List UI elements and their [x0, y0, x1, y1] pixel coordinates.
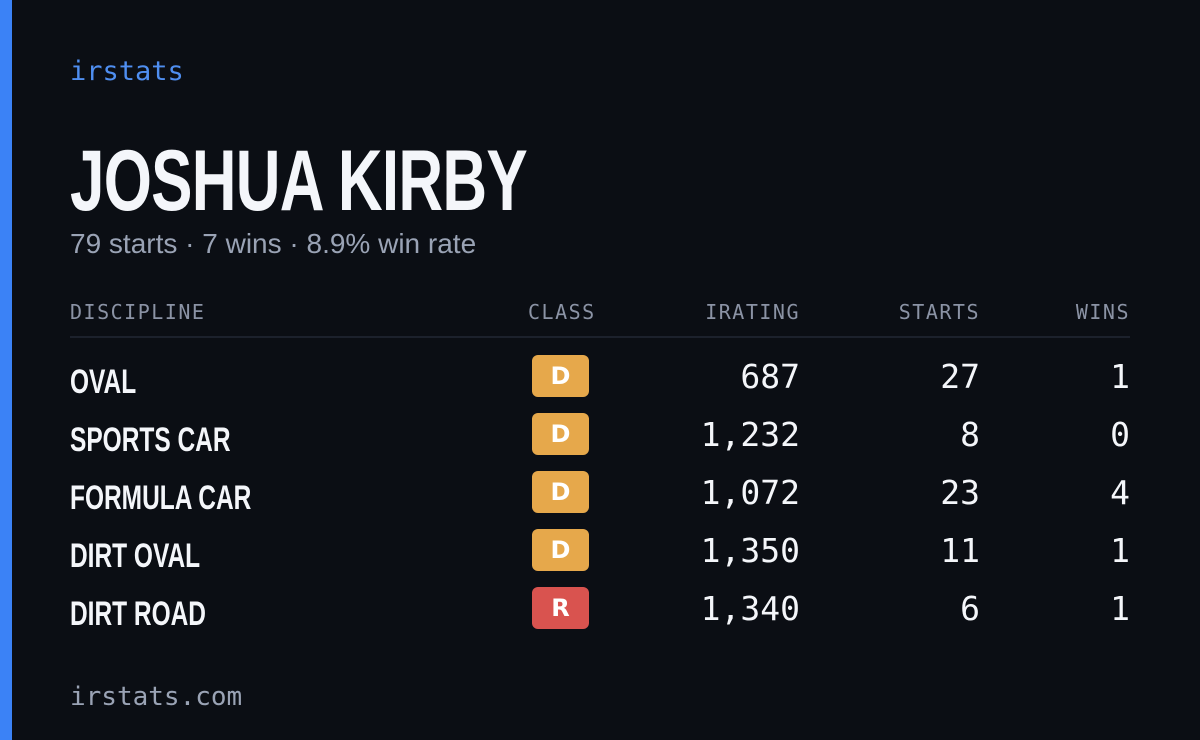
- starts: 6: [960, 589, 980, 628]
- column-header: DISCIPLINE: [70, 300, 206, 324]
- header-rule: [70, 336, 1130, 338]
- discipline: FORMULA CAR: [70, 479, 252, 517]
- class-badge: D: [532, 413, 589, 455]
- wins: 0: [1110, 415, 1130, 454]
- column-header: CLASS: [528, 300, 596, 324]
- wins: 1: [1110, 589, 1130, 628]
- irating: 1,232: [700, 415, 800, 454]
- discipline: SPORTS CAR: [70, 421, 231, 459]
- discipline: DIRT OVAL: [70, 537, 201, 575]
- irating: 1,350: [700, 531, 800, 570]
- starts: 23: [940, 473, 980, 512]
- accent-stripe: [0, 0, 12, 740]
- class-badge: D: [532, 529, 589, 571]
- column-header: WINS: [1075, 300, 1130, 324]
- wins: 1: [1110, 531, 1130, 570]
- wins: 4: [1110, 473, 1130, 512]
- wins: 1: [1110, 357, 1130, 396]
- irating: 687: [740, 357, 800, 396]
- class-badge: D: [532, 471, 589, 513]
- summary: 79 starts · 7 wins · 8.9% win rate: [70, 228, 477, 259]
- starts: 11: [940, 531, 980, 570]
- driver-name: JOSHUA KIRBY: [70, 133, 528, 229]
- brand: irstats: [70, 56, 184, 87]
- irating: 1,340: [700, 589, 800, 628]
- starts: 8: [960, 415, 980, 454]
- discipline: DIRT ROAD: [70, 595, 207, 633]
- class-badge: R: [532, 587, 589, 629]
- starts: 27: [940, 357, 980, 396]
- footer: irstats.com: [70, 682, 243, 712]
- column-header: IRATING: [705, 300, 800, 324]
- class-badge: D: [532, 355, 589, 397]
- discipline: OVAL: [70, 363, 137, 401]
- irating: 1,072: [700, 473, 800, 512]
- column-header: STARTS: [898, 300, 980, 324]
